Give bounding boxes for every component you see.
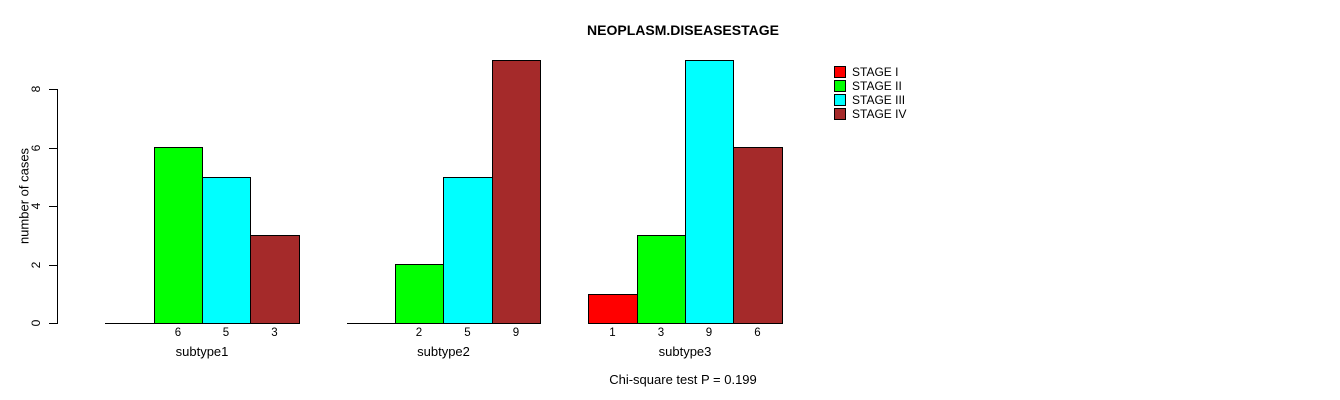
y-tick-mark: [49, 206, 57, 207]
chi-square-annotation: Chi-square test P = 0.199: [609, 372, 757, 387]
bar-value-label: 5: [222, 327, 230, 339]
y-tick-label: 0: [29, 319, 43, 327]
bar: [492, 60, 541, 324]
legend-swatch: [834, 66, 846, 78]
y-axis-line: [57, 89, 58, 324]
y-tick-label: 2: [29, 261, 43, 269]
y-tick-label: 8: [29, 85, 43, 93]
legend-label: STAGE I: [852, 65, 899, 79]
legend-label: STAGE II: [852, 79, 902, 93]
y-tick-label: 6: [29, 144, 43, 152]
legend-label: STAGE IV: [852, 107, 907, 121]
bar-value-label: 9: [705, 327, 713, 339]
y-tick-mark: [49, 89, 57, 90]
bar-value-label: 9: [512, 327, 520, 339]
legend-swatch: [834, 108, 846, 120]
bar: [202, 177, 251, 324]
y-tick-mark: [49, 265, 57, 266]
bar: [733, 147, 783, 324]
bar-value-label: 5: [464, 327, 471, 339]
bar: [154, 147, 203, 324]
x-category-label: subtype2: [417, 344, 470, 359]
x-category-label: subtype1: [175, 344, 229, 359]
legend-swatch: [834, 94, 846, 106]
bar-value-label: 1: [609, 327, 616, 339]
chart-title: NEOPLASM.DISEASESTAGE: [587, 22, 779, 38]
y-axis-title: number of cases: [16, 147, 32, 245]
bar: [588, 294, 638, 324]
bar: [685, 60, 734, 324]
bar: [250, 235, 300, 324]
y-tick-mark: [49, 148, 57, 149]
bar-value-label: 6: [754, 327, 761, 339]
x-category-label: subtype3: [658, 344, 712, 359]
bar: [443, 177, 493, 324]
bar: [395, 264, 444, 324]
legend-swatch: [834, 80, 846, 92]
bar-value-label: 2: [415, 327, 423, 339]
legend-label: STAGE III: [852, 93, 906, 107]
y-tick-mark: [49, 323, 57, 324]
bar-value-label: 6: [174, 327, 182, 339]
y-tick-label: 4: [29, 202, 43, 210]
bar-value-label: 3: [657, 327, 665, 339]
bar: [637, 235, 686, 324]
bar-value-label: 3: [271, 327, 278, 339]
